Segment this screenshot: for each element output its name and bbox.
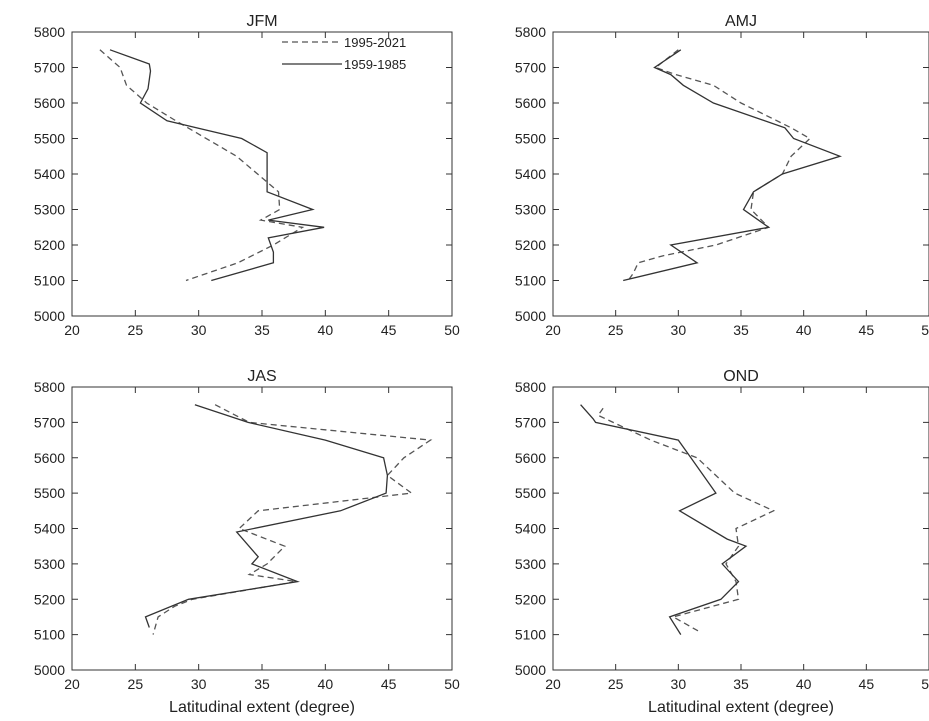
series-line-1959-1985 <box>580 404 748 635</box>
chart-title: JFM <box>246 13 277 30</box>
x-tick-label: 25 <box>128 322 144 338</box>
x-tick-label: 40 <box>318 676 334 692</box>
x-axis-label: Latitudinal extent (degree) <box>169 699 355 716</box>
y-tick-label: 5200 <box>515 591 546 607</box>
y-tick-label: 5700 <box>34 60 65 76</box>
panel-ond: OND 5000 5100 5200 5300 5400 5500 5600 5700 5800 2… <box>515 368 929 716</box>
plot-frame <box>71 31 453 317</box>
y-tick-label: 5200 <box>34 237 65 253</box>
x-tick-label: 45 <box>381 322 397 338</box>
y-tick-label: 5500 <box>34 131 65 147</box>
y-tick-label: 5800 <box>515 24 546 40</box>
x-tick-label: 50 <box>921 676 929 692</box>
y-tick-label: 5600 <box>34 450 65 466</box>
y-tick-label: 5800 <box>34 24 65 40</box>
y-tick-label: 5300 <box>515 202 546 218</box>
y-tick-label: 5100 <box>34 273 65 289</box>
x-tick-label: 50 <box>921 322 929 338</box>
y-tick-label: 5600 <box>515 95 546 111</box>
series-line-1959-1985 <box>144 404 389 628</box>
x-tick-label: 30 <box>671 322 687 338</box>
x-tick-label: 25 <box>608 676 624 692</box>
y-tick-label: 5500 <box>34 485 65 501</box>
y-tick-label: 5600 <box>515 450 546 466</box>
x-tick-label: 50 <box>444 322 460 338</box>
y-tick-label: 5000 <box>34 308 65 324</box>
chart-title: AMJ <box>725 13 757 30</box>
y-tick-label: 5700 <box>515 60 546 76</box>
y-tick-label: 5000 <box>515 662 546 678</box>
panel-jfm: JFM 5000 5100 5200 5300 5400 5500 5600 5700 5800 2… <box>34 13 460 338</box>
x-tick-label: 30 <box>191 676 207 692</box>
y-tick-label: 5000 <box>515 308 546 324</box>
x-tick-label: 20 <box>545 676 561 692</box>
y-tick-label: 5800 <box>515 379 546 395</box>
x-tick-label: 35 <box>733 322 749 338</box>
series-line-1995-2021 <box>99 49 305 282</box>
x-tick-label: 45 <box>859 676 875 692</box>
x-tick-label: 35 <box>254 676 270 692</box>
x-tick-label: 25 <box>128 676 144 692</box>
x-tick-label: 50 <box>444 676 460 692</box>
plot-frame <box>71 386 453 671</box>
x-tick-label: 45 <box>859 322 875 338</box>
chart-title: OND <box>723 368 759 385</box>
plot-frame <box>552 31 929 317</box>
x-tick-label: 20 <box>64 676 80 692</box>
x-tick-label: 25 <box>608 322 624 338</box>
x-axis-label: Latitudinal extent (degree) <box>648 699 834 716</box>
x-tick-label: 40 <box>796 322 812 338</box>
y-tick-label: 5300 <box>515 556 546 572</box>
series-line-1995-2021 <box>152 404 433 635</box>
y-tick-label: 5800 <box>34 379 65 395</box>
legend-entry: 1959-1985 <box>344 57 406 72</box>
x-tick-label: 20 <box>64 322 80 338</box>
y-tick-label: 5400 <box>34 166 65 182</box>
y-tick-label: 5100 <box>34 627 65 643</box>
series-line-1995-2021 <box>627 49 811 281</box>
y-tick-label: 5700 <box>515 414 546 430</box>
x-tick-label: 35 <box>254 322 270 338</box>
plot-frame <box>552 386 929 671</box>
y-tick-label: 5400 <box>34 521 65 537</box>
legend-entry: 1995-2021 <box>344 35 406 50</box>
y-tick-label: 5300 <box>34 202 65 218</box>
y-tick-label: 5500 <box>515 485 546 501</box>
x-tick-label: 35 <box>733 676 749 692</box>
y-tick-label: 5500 <box>515 131 546 147</box>
x-tick-label: 20 <box>545 322 561 338</box>
y-tick-label: 5400 <box>515 166 546 182</box>
series-line-1995-2021 <box>597 407 776 632</box>
x-tick-label: 30 <box>671 676 687 692</box>
x-tick-label: 30 <box>191 322 207 338</box>
series-line-1959-1985 <box>109 49 325 282</box>
y-tick-label: 5200 <box>34 591 65 607</box>
series-line-1959-1985 <box>623 49 842 282</box>
panel-jas: JAS 5000 5100 5200 5300 5400 5500 5600 5700 5800 2… <box>34 368 460 716</box>
panel-amj: AMJ 5000 5100 5200 5300 5400 5500 5600 5700 5800 2… <box>515 13 929 338</box>
y-tick-label: 5200 <box>515 237 546 253</box>
y-tick-label: 5300 <box>34 556 65 572</box>
y-tick-label: 5400 <box>515 521 546 537</box>
y-tick-label: 5000 <box>34 662 65 678</box>
y-tick-label: 5100 <box>515 273 546 289</box>
x-tick-label: 40 <box>796 676 812 692</box>
y-tick-label: 5100 <box>515 627 546 643</box>
y-tick-label: 5700 <box>34 414 65 430</box>
x-tick-label: 45 <box>381 676 397 692</box>
y-tick-label: 5600 <box>34 95 65 111</box>
x-tick-label: 40 <box>318 322 334 338</box>
chart-title: JAS <box>247 368 276 385</box>
